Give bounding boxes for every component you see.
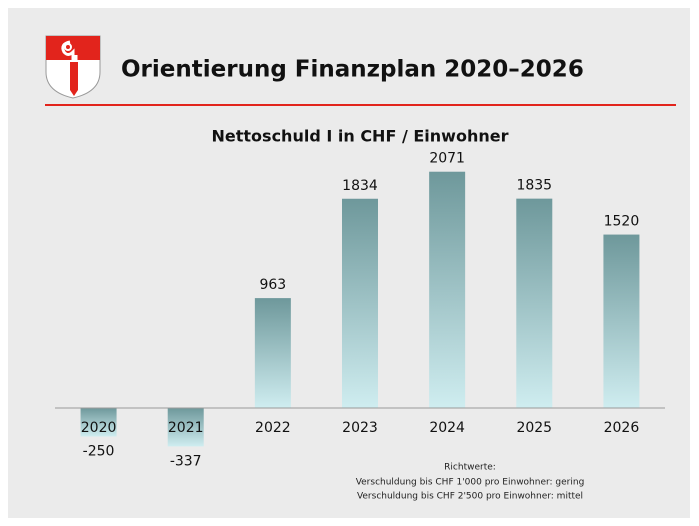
value-label: 1834 [342, 178, 378, 194]
chart-title: Nettoschuld I in CHF / Einwohner [212, 127, 509, 146]
bar [254, 298, 291, 408]
notes-heading: Richtwerte: [444, 463, 496, 473]
logo [45, 35, 101, 99]
bar [516, 198, 553, 408]
value-label: 1835 [516, 178, 552, 194]
x-tick-label: 2025 [516, 420, 552, 436]
value-label: 963 [259, 277, 286, 293]
bar [167, 407, 204, 447]
value-label: 2071 [429, 151, 465, 167]
x-tick-label: 2024 [429, 420, 465, 436]
x-tick-label: 2023 [342, 420, 378, 436]
value-label: -337 [170, 453, 202, 469]
value-label: -250 [83, 443, 115, 459]
x-tick-label: 2021 [168, 420, 204, 436]
notes-line: Verschuldung bis CHF 2'500 pro Einwohner… [357, 492, 583, 502]
x-tick-label: 2022 [255, 420, 291, 436]
notes-line: Verschuldung bis CHF 1'000 pro Einwohner… [356, 478, 585, 488]
bar [342, 198, 378, 408]
slide-title: Orientierung Finanzplan 2020–2026 [121, 57, 584, 83]
bar [80, 407, 117, 437]
x-tick-label: 2020 [81, 420, 117, 436]
bar [603, 234, 640, 408]
value-label: 1520 [604, 214, 640, 230]
bar [429, 171, 466, 408]
x-tick-label: 2026 [604, 420, 640, 436]
